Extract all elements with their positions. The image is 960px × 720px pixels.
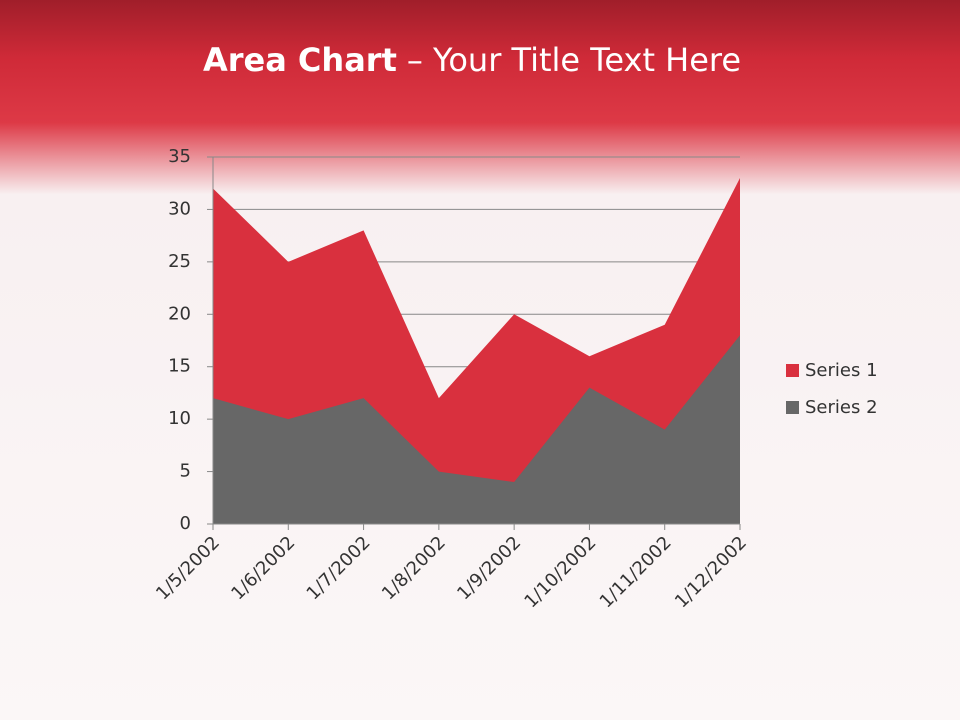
title-bold: Area Chart [203,41,397,79]
legend-swatch [786,401,799,414]
y-tick-label: 10 [168,408,191,429]
y-tick-label: 25 [168,251,191,272]
y-tick-label: 30 [168,198,191,219]
legend-label: Series 2 [805,397,878,418]
legend-swatch [786,364,799,377]
y-tick-label: 35 [168,146,191,167]
y-tick-label: 0 [180,513,191,534]
legend-label: Series 1 [805,360,878,381]
y-tick-label: 15 [168,356,191,377]
y-tick-label: 20 [168,303,191,324]
slide-title: Area Chart – Your Title Text Here [203,41,741,79]
area [213,335,740,524]
title-rest: – Your Title Text Here [407,41,741,79]
y-tick-label: 5 [180,461,191,482]
